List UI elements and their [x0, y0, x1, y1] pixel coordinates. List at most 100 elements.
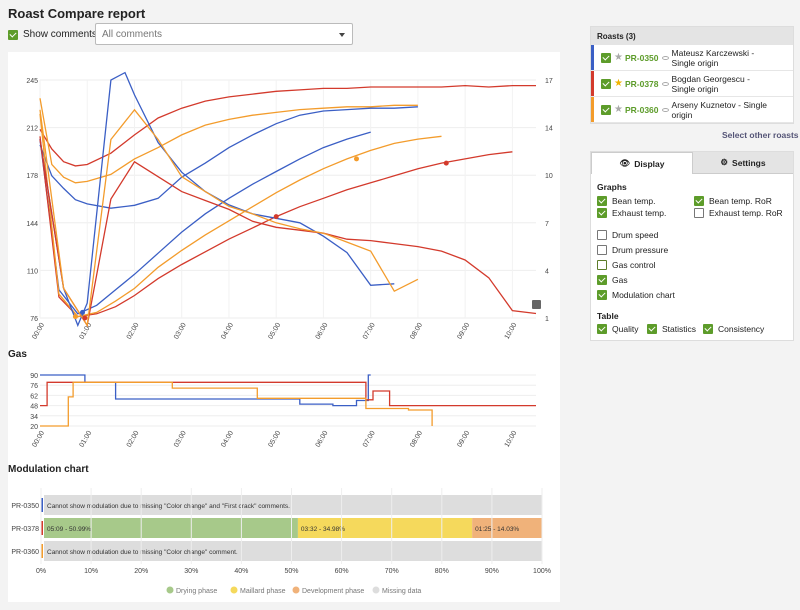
row-color-bar [41, 521, 43, 535]
event-marker [443, 160, 449, 166]
tab-display[interactable]: 👁 Display [591, 152, 693, 174]
option-quality[interactable]: Quality [597, 324, 638, 334]
series-line [39, 106, 418, 209]
comments-select-value: All comments [102, 29, 163, 40]
y2-tick-label: 1 [545, 316, 549, 323]
roast-row-1[interactable]: ★ PR-0350 Mateusz Karczewski - Single or… [591, 45, 793, 71]
series-line [39, 136, 513, 318]
segment-label: Cannot show modulation due to missing "C… [47, 503, 290, 510]
x-tick-label: 01:00 [79, 430, 94, 449]
roast-code[interactable]: PR-0360 [624, 104, 659, 115]
x-tick-label: 02:00 [126, 322, 141, 341]
option-modulation[interactable]: Modulation chart [597, 290, 675, 300]
option-gas[interactable]: Gas [597, 275, 628, 285]
comments-select[interactable]: All comments [95, 23, 353, 45]
x-tick-label: 06:00 [315, 322, 330, 341]
option-label: Quality [612, 324, 639, 334]
roast-checkbox[interactable] [601, 104, 611, 115]
roast-name: Arseny Kuznetov - Single origin [671, 99, 767, 120]
option-label: Drum speed [612, 230, 659, 240]
checkbox[interactable] [694, 208, 704, 218]
chart-panel: 76 110 144 178 212 245 1 4 7 10 14 17 00:00 01:00 02:0… [8, 52, 560, 602]
roast-code[interactable]: PR-0378 [624, 78, 659, 89]
checkbox[interactable] [597, 324, 607, 334]
legend-label: Maillard phase [240, 588, 286, 595]
chevron-down-icon [339, 33, 345, 37]
tab-display-label: Display [634, 158, 665, 169]
option-statistics[interactable]: Statistics [647, 324, 696, 334]
option-gas-control[interactable]: Gas control [597, 260, 655, 270]
eye-icon[interactable] [661, 55, 669, 60]
series-line [39, 113, 442, 318]
zoom-reset-icon [532, 300, 541, 309]
y2-tick-label: 7 [545, 221, 549, 228]
eye-icon[interactable] [661, 81, 669, 86]
show-comments-checkbox[interactable] [8, 29, 18, 40]
legend-swatch [292, 586, 300, 594]
x-tick-label: 00:00 [31, 430, 46, 449]
x-tick-label: 20% [134, 568, 148, 575]
legend-swatch [372, 586, 380, 594]
checkbox[interactable] [597, 230, 607, 240]
legend-label: Drying phase [176, 588, 217, 595]
gas-line [40, 381, 536, 407]
star-icon[interactable]: ★ [614, 104, 623, 115]
option-drum-pressure[interactable]: Drum pressure [597, 245, 668, 255]
x-tick-label: 08:00 [409, 430, 424, 449]
event-marker [273, 214, 279, 220]
checkbox[interactable] [703, 324, 713, 334]
x-tick-label: 06:00 [315, 430, 330, 449]
gas-title: Gas [8, 349, 27, 360]
roast-row-3[interactable]: ★ PR-0360 Arseny Kuznetov - Single origi… [591, 97, 793, 123]
roast-checkbox[interactable] [601, 78, 611, 89]
option-exhaust-ror[interactable]: Exhaust temp. RoR [694, 208, 783, 218]
roast-name: Mateusz Karczewski - Single origin [671, 47, 755, 68]
row-label: PR-0360 [11, 549, 39, 556]
y-tick-label: 76 [30, 316, 38, 323]
x-tick-label: 07:00 [362, 322, 377, 341]
gas-line [40, 374, 371, 407]
row-label: PR-0378 [11, 526, 39, 533]
tab-settings-label: Settings [732, 157, 766, 168]
y-tick-label: 245 [26, 78, 38, 85]
x-tick-label: 07:00 [362, 430, 377, 449]
option-label: Gas control [612, 260, 656, 270]
star-icon[interactable]: ★ [614, 78, 623, 89]
y-tick-label: 212 [26, 126, 38, 133]
checkbox[interactable] [597, 208, 607, 218]
option-drum-speed[interactable]: Drum speed [597, 230, 658, 240]
option-exhaust-temp[interactable]: Exhaust temp. [597, 208, 666, 218]
x-tick-label: 50% [284, 568, 298, 575]
option-consistency[interactable]: Consistency [703, 324, 764, 334]
checkbox[interactable] [597, 290, 607, 300]
roast-name: Bogdan Georgescu - Single origin [671, 73, 750, 94]
legend-swatch [166, 586, 174, 594]
checkbox[interactable] [597, 275, 607, 285]
y-tick-label: 144 [26, 221, 38, 228]
checkbox[interactable] [597, 196, 607, 206]
roast-code[interactable]: PR-0350 [624, 52, 659, 63]
roast-row-2[interactable]: ★ PR-0378 Bogdan Georgescu - Single orig… [591, 71, 793, 97]
x-tick-label: 60% [335, 568, 349, 575]
x-tick-label: 04:00 [220, 322, 235, 341]
select-other-roasts-link[interactable]: Select other roasts [722, 130, 799, 140]
checkbox[interactable] [597, 260, 607, 270]
x-tick-label: 00:00 [31, 322, 46, 341]
option-bean-ror[interactable]: Bean temp. RoR [694, 196, 772, 206]
star-icon[interactable]: ★ [614, 52, 623, 63]
x-tick-label: 10% [84, 568, 98, 575]
roast-checkbox[interactable] [601, 52, 611, 63]
page-title: Roast Compare report [8, 6, 146, 21]
checkbox[interactable] [597, 245, 607, 255]
segment-label: 03:32 - 34.98% [301, 526, 345, 533]
checkbox[interactable] [694, 196, 704, 206]
x-tick-label: 30% [184, 568, 198, 575]
tab-settings[interactable]: ⚙ Settings [693, 152, 793, 174]
option-bean-temp[interactable]: Bean temp. [597, 196, 655, 206]
roast-color-bar [591, 97, 594, 122]
eye-icon[interactable] [661, 107, 669, 112]
x-tick-label: 10:00 [504, 430, 519, 449]
show-comments-toggle[interactable]: Show comments [8, 29, 97, 40]
checkbox[interactable] [647, 324, 657, 334]
event-marker [82, 315, 88, 321]
